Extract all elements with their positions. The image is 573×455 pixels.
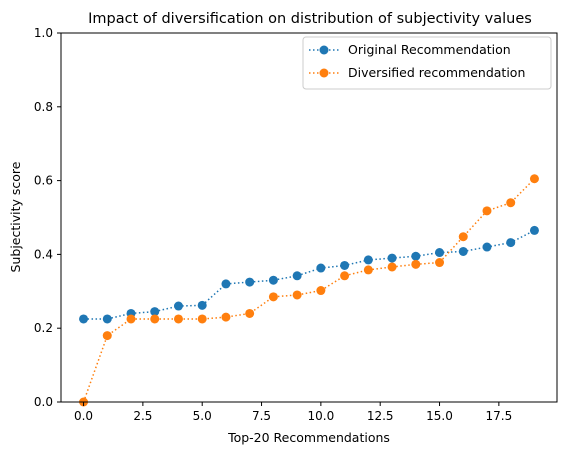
- data-point-series-0-9: [292, 271, 302, 281]
- data-point-series-0-10: [316, 263, 326, 273]
- chart-title: Impact of diversification on distributio…: [88, 11, 532, 27]
- data-point-series-0-18: [506, 238, 516, 248]
- data-point-series-1-14: [411, 259, 421, 269]
- data-point-series-0-17: [482, 242, 492, 252]
- data-point-series-1-9: [292, 290, 302, 300]
- legend: Original Recommendation Diversified reco…: [302, 36, 552, 90]
- data-point-series-1-7: [245, 308, 255, 318]
- data-point-series-1-3: [150, 314, 160, 324]
- x-tick-label: 0.0: [74, 409, 93, 423]
- legend-box: [302, 36, 552, 90]
- data-point-series-1-1: [102, 331, 112, 341]
- data-point-series-0-13: [387, 253, 397, 263]
- y-tick-label: 0.6: [34, 174, 53, 188]
- data-point-series-1-10: [316, 286, 326, 296]
- data-point-series-1-12: [363, 265, 373, 275]
- data-point-series-0-5: [197, 300, 207, 310]
- x-tick-label: 5.0: [193, 409, 212, 423]
- y-tick-label: 0.8: [34, 100, 53, 114]
- legend-marker-diversified: [319, 68, 329, 78]
- plot-layer: [79, 174, 539, 407]
- x-tick-label: 15.0: [426, 409, 453, 423]
- data-point-series-1-6: [221, 312, 231, 322]
- x-tick-label: 7.5: [252, 409, 271, 423]
- data-point-series-1-8: [268, 292, 278, 302]
- legend-label-diversified: Diversified recommendation: [348, 65, 525, 80]
- x-axis-label: Top-20 Recommendations: [227, 430, 390, 445]
- y-tick-label: 1.0: [34, 26, 53, 40]
- y-tick-label: 0.2: [34, 321, 53, 335]
- y-tick-label: 0.4: [34, 247, 53, 261]
- axis-ticks: 0.0 2.5 5.0 7.5 10.0 12.5 15.0 17.5 0.0 0.2 0.4 0.6…: [34, 26, 512, 423]
- data-point-series-0-1: [102, 314, 112, 324]
- data-point-series-0-14: [411, 251, 421, 261]
- x-tick-label: 2.5: [133, 409, 152, 423]
- data-point-series-1-16: [458, 232, 468, 242]
- x-tick-label: 17.5: [485, 409, 512, 423]
- x-tick-label: 12.5: [367, 409, 394, 423]
- data-point-series-1-17: [482, 206, 492, 216]
- data-point-series-0-11: [340, 260, 350, 270]
- data-point-series-0-3: [150, 307, 160, 317]
- data-point-series-0-12: [363, 255, 373, 265]
- data-point-series-0-0: [79, 314, 89, 324]
- data-point-series-1-13: [387, 262, 397, 272]
- data-point-series-1-5: [197, 314, 207, 324]
- data-point-series-0-15: [435, 248, 445, 258]
- data-point-series-0-6: [221, 279, 231, 289]
- data-point-series-0-4: [173, 301, 183, 311]
- data-point-series-1-18: [506, 198, 516, 208]
- data-point-series-0-8: [268, 275, 278, 285]
- data-point-series-1-19: [529, 174, 539, 184]
- series-line-1: [82, 178, 535, 403]
- data-point-series-1-4: [173, 314, 183, 324]
- data-point-series-0-7: [245, 277, 255, 287]
- legend-marker-original: [319, 45, 329, 55]
- y-tick-label: 0.0: [34, 395, 53, 409]
- x-tick-label: 10.0: [308, 409, 335, 423]
- data-point-series-0-19: [529, 225, 539, 235]
- data-point-series-1-2: [126, 314, 136, 324]
- data-point-series-1-11: [340, 271, 350, 281]
- plot-area: [61, 33, 557, 402]
- y-axis-label: Subjectivity score: [8, 161, 23, 272]
- data-point-series-1-15: [435, 258, 445, 268]
- data-point-series-0-16: [458, 246, 468, 256]
- legend-label-original: Original Recommendation: [348, 42, 511, 57]
- plot-frame: [60, 32, 558, 403]
